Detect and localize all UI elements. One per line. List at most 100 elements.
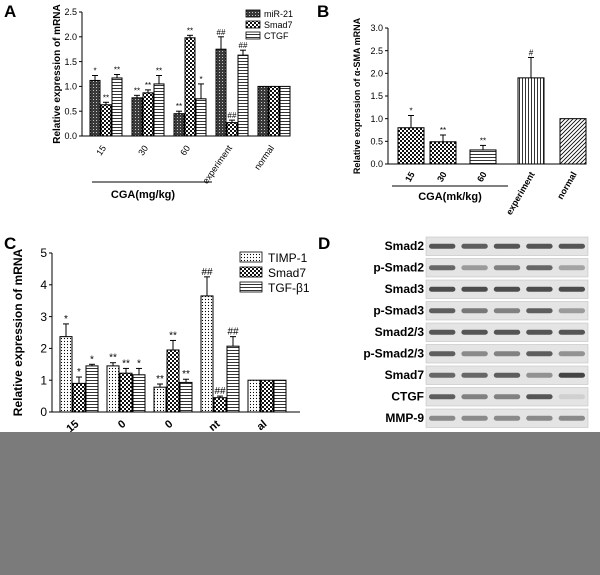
blot-band — [558, 394, 585, 400]
bar — [132, 374, 146, 413]
y-tick-label: 3 — [40, 310, 47, 324]
blot-row-label: Smad2 — [385, 239, 425, 253]
blot-band — [493, 308, 521, 314]
y-tick-label: 1 — [40, 373, 47, 387]
panel-label-c: C — [4, 234, 17, 253]
bar — [89, 79, 101, 137]
y-tick-label: 1.0 — [370, 114, 383, 124]
group-label: CGA(mg/kg) — [111, 189, 176, 201]
bar — [226, 122, 238, 137]
blot-band — [429, 372, 456, 378]
panel-label-a: A — [4, 2, 17, 21]
significance-mark: # — [529, 48, 534, 57]
y-tick-label: 2 — [40, 342, 47, 356]
blot-band — [461, 243, 488, 249]
significance-mark: ** — [114, 65, 120, 74]
legend-label: Smad7 — [268, 266, 306, 280]
bar — [268, 85, 280, 137]
blot-band — [526, 351, 553, 357]
blot-band — [461, 265, 488, 271]
significance-mark: * — [137, 358, 141, 369]
bar — [237, 54, 249, 137]
blot-row-label: Smad2/3 — [375, 325, 425, 339]
y-tick-label: 1.5 — [370, 91, 383, 101]
blot-band — [461, 415, 488, 421]
significance-mark: ** — [156, 374, 164, 385]
blot-band — [493, 243, 521, 249]
bar — [247, 379, 261, 413]
bar — [173, 113, 185, 137]
legend-swatch — [245, 9, 261, 18]
significance-mark: ** — [145, 81, 151, 90]
legend-label: TGF-β1 — [268, 281, 310, 295]
bar — [106, 365, 120, 413]
legend-swatch — [245, 31, 261, 40]
significance-mark: ## — [217, 28, 226, 37]
blot-band — [429, 415, 456, 421]
legend-swatch — [239, 281, 263, 293]
y-tick-label: 0.5 — [64, 106, 77, 116]
significance-mark: ** — [109, 353, 117, 364]
blot-band — [493, 372, 521, 378]
bar — [273, 379, 287, 413]
blot-band — [429, 351, 456, 357]
blot-band — [558, 308, 585, 314]
significance-mark: * — [199, 75, 202, 84]
y-tick-label: 0.0 — [370, 159, 383, 169]
bar — [59, 336, 73, 413]
panel-label-d: D — [318, 234, 331, 253]
blot-band — [558, 351, 585, 357]
significance-mark: * — [93, 66, 96, 75]
significance-mark: ** — [480, 136, 486, 145]
bar — [179, 381, 193, 413]
significance-mark: ** — [134, 86, 140, 95]
group-label: CGA(mk/kg) — [418, 191, 482, 203]
bar — [279, 85, 291, 137]
bar — [153, 386, 167, 413]
blot-row-label: p-Smad2 — [373, 261, 424, 275]
panel-label-b: B — [317, 2, 330, 21]
y-tick-label: 0.0 — [64, 131, 77, 141]
bar — [226, 345, 240, 413]
significance-mark: ** — [169, 330, 177, 341]
bar — [195, 98, 207, 137]
y-axis-label: Relative expression of α-SMA mRNA — [352, 17, 362, 174]
bar — [100, 104, 112, 137]
legend-swatch — [239, 266, 263, 278]
significance-mark: ## — [227, 327, 239, 338]
gray-overlay — [0, 432, 600, 575]
chart-b: 0.0 0.5 1.0 1.5 2.0 2.5 3.0 Relative expression… — [352, 17, 587, 217]
bar — [119, 372, 133, 413]
y-axis-label: Relative expression of mRNA — [52, 4, 63, 144]
x-tick-label: 60 — [475, 170, 489, 184]
blot-band — [493, 394, 521, 400]
x-tick-label: 0 — [116, 418, 128, 431]
x-tick-label: al — [255, 418, 270, 433]
bar — [72, 382, 86, 413]
blot-band — [493, 351, 521, 357]
blot-row-label: Smad3 — [385, 282, 425, 296]
significance-mark: ## — [214, 386, 226, 397]
blot-band — [558, 415, 585, 421]
bar — [559, 118, 587, 165]
bar — [166, 349, 180, 413]
x-tick-label: 60 — [178, 143, 192, 157]
y-tick-label: 5 — [40, 246, 47, 260]
y-tick-label: 2.0 — [370, 68, 383, 78]
bar — [111, 77, 123, 137]
blot-band — [558, 372, 585, 378]
x-tick-label: normal — [555, 170, 579, 201]
bar — [213, 397, 227, 413]
bar — [200, 295, 214, 413]
blot-band — [526, 415, 553, 421]
blot-row-label: Smad7 — [385, 368, 425, 382]
significance-mark: ** — [440, 126, 446, 135]
significance-mark: ** — [176, 102, 182, 111]
significance-mark: ** — [122, 358, 130, 369]
blot-band — [558, 243, 585, 249]
x-tick-label: experiment — [200, 143, 234, 186]
x-tick-label: 0 — [163, 418, 175, 431]
y-tick-label: 0.5 — [370, 136, 383, 146]
blot-band — [461, 286, 488, 292]
